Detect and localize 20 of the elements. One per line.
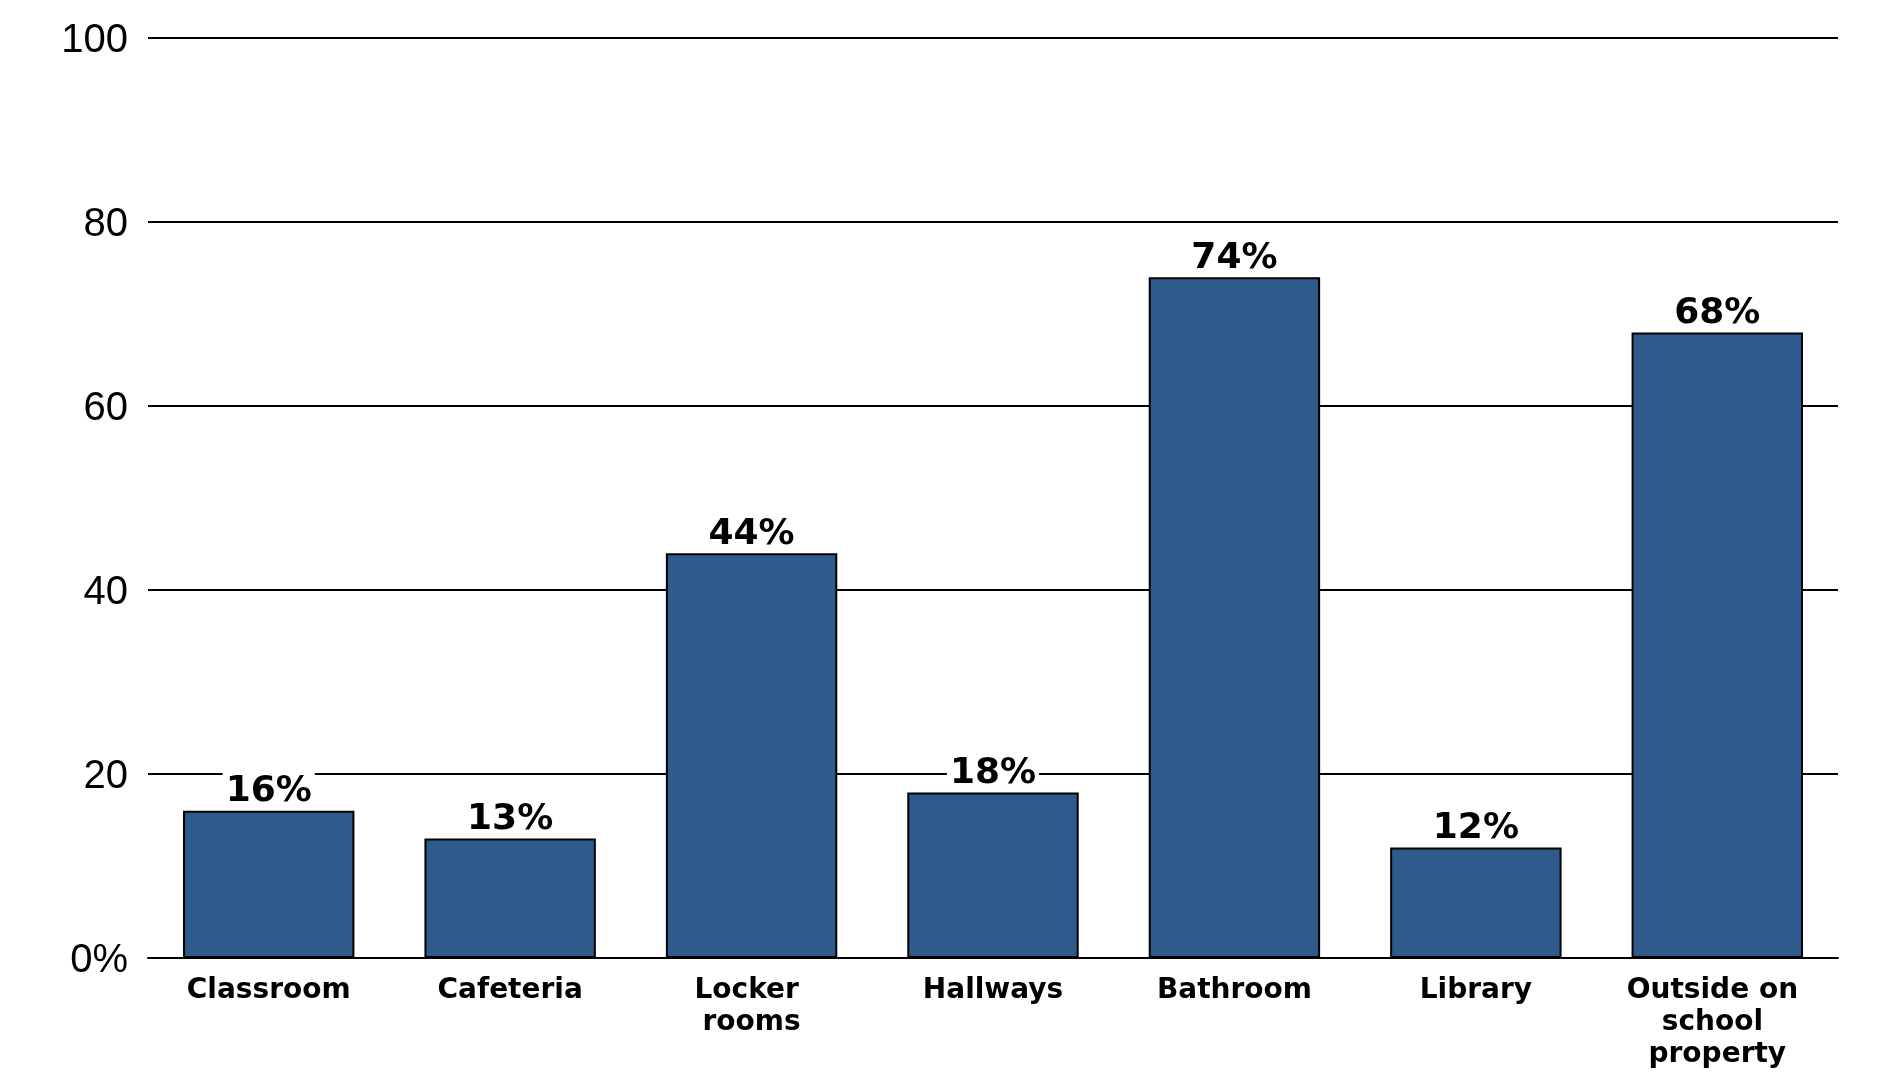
x-tick-label: Library xyxy=(1419,971,1532,1005)
data-label: 13% xyxy=(467,795,554,837)
x-tick-label: Hallways xyxy=(922,971,1064,1005)
x-tick-label: Cafeteria xyxy=(437,971,583,1005)
x-tick-label: Classroom xyxy=(186,971,351,1005)
data-label: 44% xyxy=(708,510,795,552)
y-tick-label: 60 xyxy=(83,384,128,428)
x-tick-label: Outside on school property xyxy=(1626,971,1808,1069)
data-label: 18% xyxy=(949,749,1037,791)
y-tick-label: 80 xyxy=(83,200,128,244)
data-label: 16% xyxy=(225,768,312,810)
y-tick-label: 20 xyxy=(83,752,128,796)
y-tick-label: 40 xyxy=(83,568,128,612)
y-tick-label: 0% xyxy=(70,936,128,980)
data-label: 74% xyxy=(1191,234,1278,276)
x-tick-label: Bathroom xyxy=(1156,971,1312,1005)
x-tick-label: Locker rooms xyxy=(694,971,809,1037)
y-tick-label: 100 xyxy=(61,16,128,60)
data-label: 68% xyxy=(1674,289,1761,331)
data-label: 12% xyxy=(1432,805,1519,847)
